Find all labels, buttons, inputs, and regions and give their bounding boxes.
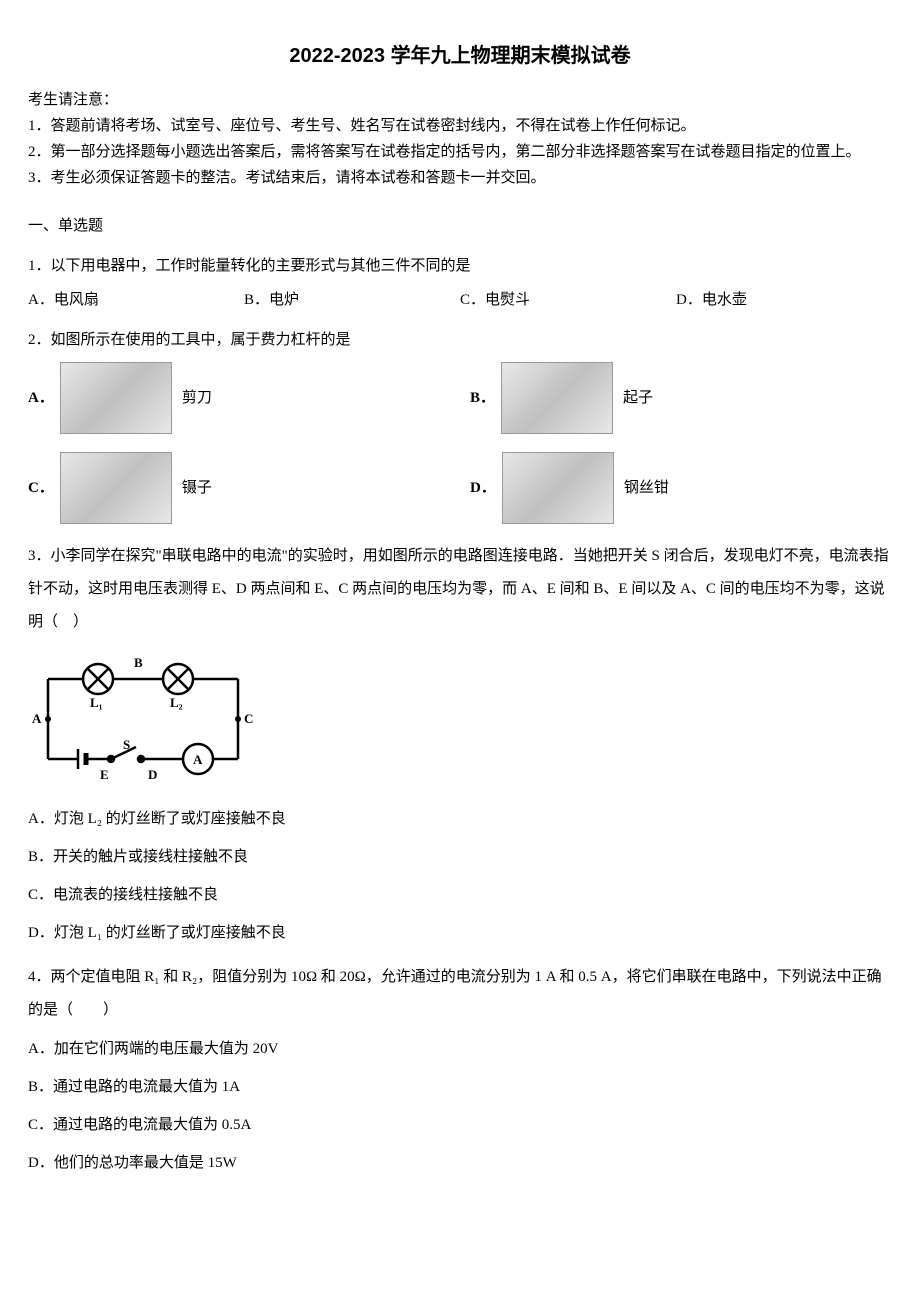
- scissors-image: [60, 362, 172, 434]
- pliers-image: [502, 452, 614, 524]
- q4-option-c: C．通过电路的电流最大值为 0.5A: [28, 1113, 892, 1137]
- q3-option-b: B．开关的触片或接线柱接触不良: [28, 845, 892, 869]
- q3-text: 3．小李同学在探究"串联电路中的电流"的实验时，用如图所示的电路图连接电路．当她…: [28, 540, 892, 639]
- question-2: 2．如图所示在使用的工具中，属于费力杠杆的是 A． 剪刀 B． 起子 C． 镊子…: [28, 328, 892, 524]
- q2-d-letter: D．: [470, 476, 496, 500]
- circuit-label-b: B: [134, 655, 143, 670]
- q1-option-d: D．电水壶: [676, 288, 892, 312]
- instructions-line-1: 1．答题前请将考场、试室号、座位号、考生号、姓名写在试卷密封线内，不得在试卷上作…: [28, 114, 892, 138]
- instructions-lead: 考生请注意：: [28, 88, 892, 112]
- circuit-diagram: A B C D E S L₁ L₂ A: [28, 649, 892, 797]
- q2-b-letter: B．: [470, 386, 495, 410]
- circuit-label-l1: L₁: [90, 695, 103, 710]
- q2-a-caption: 剪刀: [182, 386, 212, 410]
- q1-option-b: B．电炉: [244, 288, 460, 312]
- q2-option-c: C． 镊子: [28, 452, 450, 524]
- q2-option-a: A． 剪刀: [28, 362, 450, 434]
- circuit-label-e: E: [100, 767, 109, 782]
- q4-option-b: B．通过电路的电流最大值为 1A: [28, 1075, 892, 1099]
- instructions-line-2: 2．第一部分选择题每小题选出答案后，需将答案写在试卷指定的括号内，第二部分非选择…: [28, 140, 892, 164]
- q2-text: 2．如图所示在使用的工具中，属于费力杠杆的是: [28, 328, 892, 352]
- q2-option-d: D． 钢丝钳: [470, 452, 892, 524]
- circuit-label-s: S: [123, 737, 130, 752]
- question-4: 4．两个定值电阻 R₁ 和 R₂，阻值分别为 10Ω 和 20Ω，允许通过的电流…: [28, 961, 892, 1175]
- q2-d-caption: 钢丝钳: [624, 476, 669, 500]
- question-1: 1．以下用电器中，工作时能量转化的主要形式与其他三件不同的是 A．电风扇 B．电…: [28, 254, 892, 312]
- q1-option-c: C．电熨斗: [460, 288, 676, 312]
- instructions: 考生请注意： 1．答题前请将考场、试室号、座位号、考生号、姓名写在试卷密封线内，…: [28, 88, 892, 190]
- q2-option-b: B． 起子: [470, 362, 892, 434]
- q4-option-a: A．加在它们两端的电压最大值为 20V: [28, 1037, 892, 1061]
- q4-text: 4．两个定值电阻 R₁ 和 R₂，阻值分别为 10Ω 和 20Ω，允许通过的电流…: [28, 961, 892, 1027]
- opener-image: [501, 362, 613, 434]
- circuit-label-c: C: [244, 711, 253, 726]
- q2-c-letter: C．: [28, 476, 54, 500]
- q2-a-letter: A．: [28, 386, 54, 410]
- q1-text: 1．以下用电器中，工作时能量转化的主要形式与其他三件不同的是: [28, 254, 892, 278]
- circuit-label-a: A: [32, 711, 42, 726]
- q3-option-c: C．电流表的接线柱接触不良: [28, 883, 892, 907]
- circuit-label-ammeter: A: [193, 752, 203, 767]
- tweezers-image: [60, 452, 172, 524]
- circuit-label-l2: L₂: [170, 695, 183, 710]
- q2-c-caption: 镊子: [182, 476, 212, 500]
- question-3: 3．小李同学在探究"串联电路中的电流"的实验时，用如图所示的电路图连接电路．当她…: [28, 540, 892, 945]
- q3-option-d: D．灯泡 L₁ 的灯丝断了或灯座接触不良: [28, 921, 892, 945]
- q2-b-caption: 起子: [623, 386, 653, 410]
- q1-option-a: A．电风扇: [28, 288, 244, 312]
- circuit-label-d: D: [148, 767, 157, 782]
- q4-option-d: D．他们的总功率最大值是 15W: [28, 1151, 892, 1175]
- page-title: 2022-2023 学年九上物理期末模拟试卷: [28, 40, 892, 72]
- instructions-line-3: 3．考生必须保证答题卡的整洁。考试结束后，请将本试卷和答题卡一并交回。: [28, 166, 892, 190]
- q3-option-a: A．灯泡 L₂ 的灯丝断了或灯座接触不良: [28, 807, 892, 831]
- section-1-header: 一、单选题: [28, 214, 892, 238]
